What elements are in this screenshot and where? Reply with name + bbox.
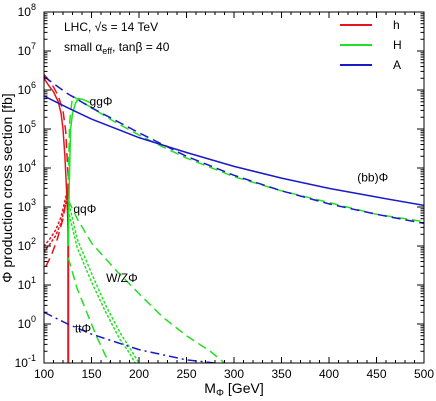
series-line-h <box>44 187 69 247</box>
info-line-2-pre: small α <box>64 40 102 54</box>
series-line-H <box>67 199 225 363</box>
series-line-H <box>67 257 112 363</box>
y-tick-label: 102 <box>18 236 36 253</box>
annotation-tt: ttΦ <box>75 322 91 336</box>
info-line-2-sub: eff <box>102 46 112 56</box>
series-line-A <box>44 76 424 225</box>
y-tick-label: 106 <box>18 80 36 97</box>
annotation-wz: W/ZΦ <box>106 271 138 285</box>
y-tick-label: 101 <box>18 275 36 292</box>
legend: h H A <box>340 18 402 72</box>
y-tick-label: 108 <box>18 2 36 19</box>
series-line-h <box>44 194 69 253</box>
x-tick-label: 300 <box>224 367 244 381</box>
annotation-qq: qqΦ <box>73 202 96 216</box>
y-tick-label: 104 <box>18 158 36 175</box>
annotation-gg: ggΦ <box>90 95 113 109</box>
x-tick-label: 100 <box>34 367 54 381</box>
x-tick-label: 350 <box>271 367 291 381</box>
x-tick-label: 450 <box>366 367 386 381</box>
x-tick-label: 500 <box>414 367 434 381</box>
series-line-H <box>67 210 136 363</box>
y-tick-label: 105 <box>18 119 36 136</box>
x-axis-title-sub: Φ <box>216 388 224 399</box>
legend-label-h: h <box>393 18 400 32</box>
series-line-A <box>44 311 216 363</box>
ticks-layer: 100 150 200 250 300 350 400 450 50010-1100101102… <box>15 2 435 381</box>
plot-frame <box>43 11 425 364</box>
annotation-layer: ggΦ (bb)Φ qqΦ W/ZΦ ttΦ <box>73 95 388 336</box>
info-line-2-post: , tanβ = 40 <box>112 40 170 54</box>
x-tick-label: 250 <box>176 367 196 381</box>
x-axis-title: MΦ [GeV] <box>204 380 263 399</box>
x-tick-label: 150 <box>81 367 101 381</box>
y-tick-label: 10-1 <box>15 353 36 370</box>
x-axis-title-unit: [GeV] <box>228 380 264 396</box>
series-line-H <box>67 199 140 363</box>
series-layer <box>44 73 424 363</box>
plot-area <box>44 12 424 363</box>
y-tick-label: 107 <box>18 41 36 58</box>
info-line-1: LHC, √s = 14 TeV <box>64 20 158 34</box>
series-line-A <box>44 95 424 207</box>
info-line-2: small αeff, tanβ = 40 <box>64 40 170 56</box>
y-tick-label: 100 <box>18 314 36 331</box>
legend-label-A: A <box>393 58 401 72</box>
x-tick-label: 400 <box>319 367 339 381</box>
x-axis-title-main: M <box>204 380 216 396</box>
y-axis-title: Φ production cross section [fb] <box>0 93 15 282</box>
series-line-h <box>45 188 69 267</box>
legend-label-H: H <box>393 38 402 52</box>
series-line-h <box>44 77 69 231</box>
annotation-bb: (bb)Φ <box>357 171 388 185</box>
series-line-H <box>67 97 92 247</box>
y-tick-label: 103 <box>18 197 36 214</box>
x-tick-label: 200 <box>129 367 149 381</box>
